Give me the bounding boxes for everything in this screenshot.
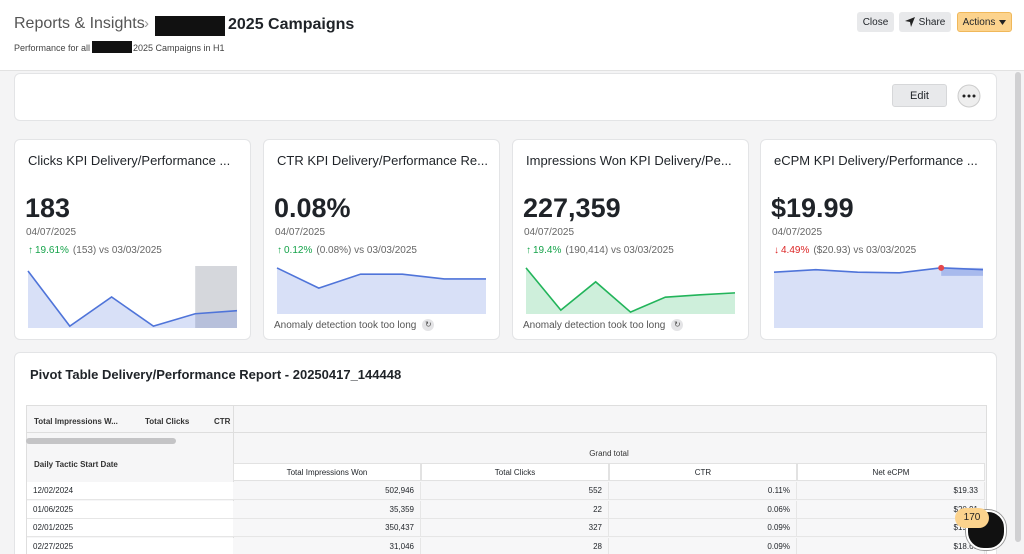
table-cell: 552	[421, 482, 609, 500]
kpi-title: Impressions Won KPI Delivery/Pe...	[526, 153, 732, 168]
table-cell: 350,437	[233, 519, 421, 537]
forecast-band	[195, 266, 237, 328]
row-label: 12/02/2024	[27, 482, 233, 500]
kpi-date: 04/07/2025	[524, 227, 575, 238]
subtitle: 2025 Campaigns in H1	[133, 43, 225, 53]
page-title: 2025 Campaigns	[228, 16, 355, 33]
table-cell: 0.11%	[609, 482, 797, 500]
kpi-change-row: 0.12% (0.08%) vs 03/03/2025	[277, 245, 417, 256]
close-button[interactable]: Close	[857, 12, 894, 32]
kpi-card	[263, 139, 500, 340]
note-text: Anomaly detection took too long	[274, 319, 417, 331]
measure-chip: Total Clicks	[145, 417, 190, 426]
sparkline-area	[774, 267, 983, 328]
kpi-title: eCPM KPI Delivery/Performance ...	[774, 153, 978, 168]
table-cell: 0.06%	[609, 500, 797, 519]
subtitle: Performance for all	[14, 43, 91, 53]
table-cell: 327	[421, 519, 609, 537]
highlight-band	[941, 267, 983, 276]
kpi-card	[512, 139, 749, 340]
redaction	[92, 41, 132, 53]
table-cell: 35,359	[233, 500, 421, 519]
share-button[interactable]: Share	[899, 12, 951, 32]
kpi-date: 04/07/2025	[26, 227, 77, 238]
kpi-title: CTR KPI Delivery/Performance Re...	[277, 153, 488, 168]
kpi-value: $19.99	[771, 193, 854, 223]
sparkline	[773, 264, 984, 328]
sparkline	[525, 267, 736, 314]
toolbar-card	[14, 73, 997, 121]
column-header: Total Clicks	[421, 463, 609, 481]
page-scrollbar	[1015, 72, 1021, 542]
table-cell: 22	[421, 500, 609, 519]
header-bar	[0, 0, 1024, 71]
kpi-value: 183	[25, 193, 71, 223]
breadcrumb-chevron: ›	[144, 15, 149, 32]
measure-chip: Total Impressions W...	[34, 417, 118, 426]
sparkline-line	[525, 267, 736, 314]
actions-label: Actions	[962, 16, 996, 28]
table-cell: 502,946	[233, 482, 421, 500]
column-header: Total Impressions Won	[233, 463, 421, 481]
redaction	[155, 16, 225, 36]
pivot-title: Pivot Table Delivery/Performance Report …	[30, 367, 402, 382]
column-header: CTR	[609, 463, 797, 481]
column-group: Grand total	[589, 449, 629, 458]
notification-badge[interactable]: 170	[955, 508, 989, 528]
more-button[interactable]	[957, 84, 981, 108]
kpi-title: Clicks KPI Delivery/Performance ...	[28, 153, 231, 168]
share-icon	[904, 17, 915, 27]
table-cell: 0.09%	[609, 537, 797, 554]
measure-chip: CTR	[214, 417, 231, 426]
row-label: 01/06/2025	[27, 500, 233, 519]
kpi-comparison: (190,414) vs 03/03/2025	[565, 245, 674, 256]
anomaly-point	[938, 264, 945, 271]
sparkline-line	[276, 267, 486, 289]
kpi-change-row: 19.61%(153) vs 03/03/2025	[28, 245, 162, 256]
caret	[999, 19, 1007, 25]
kpi-comparison: (0.08%) vs 03/03/2025	[316, 245, 417, 256]
sparkline	[276, 267, 486, 314]
breadcrumb[interactable]: Reports & Insights	[14, 15, 145, 32]
column-header: Net eCPM	[797, 463, 985, 481]
sparkline-line	[27, 270, 238, 328]
table-cell: 31,046	[233, 537, 421, 554]
kpi-comparison: ($20.93) vs 03/03/2025	[813, 245, 917, 256]
anomaly-note: Anomaly detection took too long ↻	[523, 319, 684, 331]
kpi-change-row: 4.49% ($20.93) vs 03/03/2025	[774, 245, 916, 256]
kpi-value: 227,359	[523, 193, 621, 223]
kpi-card	[760, 139, 997, 340]
divider	[26, 432, 986, 433]
kpi-value: 0.08%	[274, 193, 351, 223]
sparkline-line	[773, 267, 984, 274]
note-text: Anomaly detection took too long	[523, 319, 666, 331]
sparkline	[27, 266, 238, 328]
table-cell: 0.09%	[609, 519, 797, 537]
table-cell: 28	[421, 537, 609, 554]
sparkline-area	[28, 270, 237, 328]
kpi-comparison: (153) vs 03/03/2025	[72, 245, 162, 256]
table-cell: $18.60	[797, 537, 985, 554]
kpi-date: 04/07/2025	[275, 227, 326, 238]
edit-button[interactable]: Edit	[892, 84, 947, 107]
retry-icon[interactable]: ↻	[671, 319, 684, 331]
kpi-change: 19.4%	[526, 245, 561, 256]
row-label: 02/01/2025	[27, 519, 233, 537]
kpi-change: 0.12%	[277, 245, 312, 256]
kpi-change: 19.61%	[28, 245, 69, 256]
actions-button[interactable]: Actions	[957, 12, 1012, 32]
kpi-change: 4.49%	[774, 245, 809, 256]
scrollbar	[26, 438, 176, 444]
row-label: 02/27/2025	[27, 537, 233, 554]
table-cell: $19.33	[797, 482, 985, 500]
retry-icon[interactable]: ↻	[422, 319, 435, 331]
anomaly-note: Anomaly detection took too long ↻	[274, 319, 435, 331]
sparkline-area	[277, 267, 486, 314]
kpi-date: 04/07/2025	[772, 227, 823, 238]
row-header: Daily Tactic Start Date	[34, 460, 118, 469]
kpi-change-row: 19.4% (190,414) vs 03/03/2025	[526, 245, 674, 256]
sparkline-area	[526, 267, 735, 314]
share-label: Share	[918, 16, 946, 28]
